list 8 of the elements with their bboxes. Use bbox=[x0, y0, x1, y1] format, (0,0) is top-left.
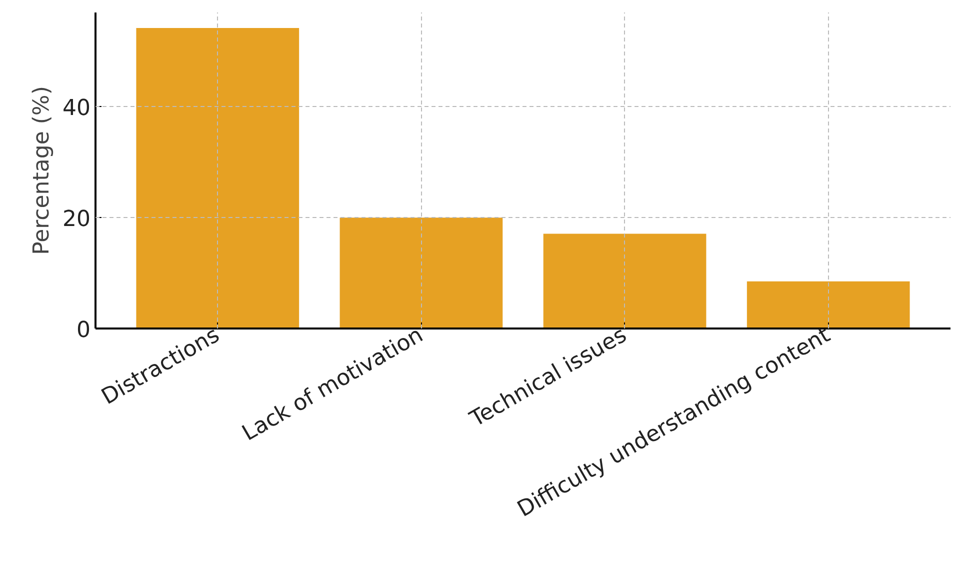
bar bbox=[340, 218, 503, 328]
bar bbox=[136, 28, 300, 328]
y-axis-title: Percentage (%) bbox=[30, 86, 55, 255]
y-tick-label: 20 bbox=[62, 207, 91, 232]
y-tick-label: 40 bbox=[62, 96, 91, 122]
y-tick-label: 0 bbox=[76, 318, 91, 343]
bar bbox=[746, 281, 910, 328]
bar bbox=[543, 234, 706, 328]
